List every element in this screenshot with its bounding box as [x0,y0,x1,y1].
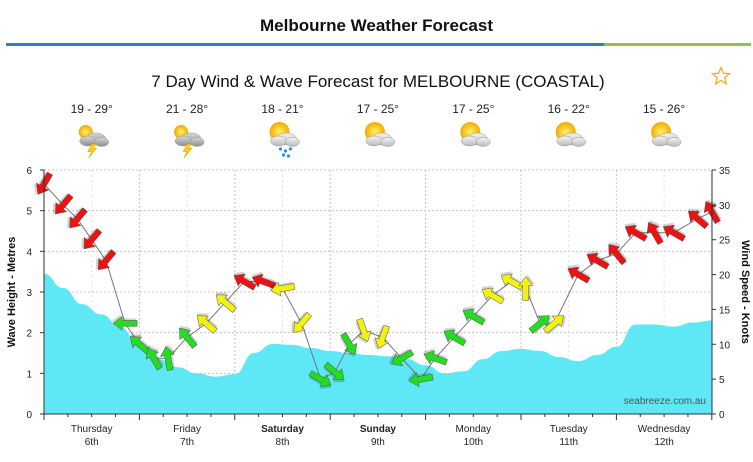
y2-tick-label: 10 [719,340,731,351]
wind-arrow [608,242,627,266]
page-header: Melbourne Weather Forecast [0,0,753,46]
date-label: 8th [276,437,290,448]
chart-title: 7 Day Wind & Wave Forecast for MELBOURNE… [151,72,604,91]
wind-arrow [481,285,505,305]
wind-arrow [95,249,117,271]
partly-cloudy-icon [460,122,491,147]
y-tick-label: 4 [26,247,32,258]
wind-arrow [662,222,686,242]
wind-arrow [52,193,74,215]
wind-arrow [291,311,312,333]
day-label: Wednesday [638,424,691,435]
wind-arrow [528,315,552,334]
y2-tick-label: 20 [719,271,731,282]
wind-arrow [196,313,218,334]
y-tick-label: 3 [26,288,32,299]
date-label: 10th [464,437,483,448]
y2-tick-label: 5 [719,375,725,386]
wind-arrow [355,317,372,344]
wind-arrow [687,208,709,230]
y2-tick-label: 35 [719,166,731,177]
temperature-range: 17 - 25° [452,102,494,116]
wind-arrow [462,306,486,326]
storm-icon [174,125,205,159]
wind-arrow [443,327,467,347]
wave-height-area [44,273,712,414]
y-axis-title-wind: Wind Speed - Knots [739,240,751,344]
date-label: 7th [180,437,194,448]
wind-arrow [179,325,198,349]
day-label: Sunday [360,424,397,435]
day-label: Friday [173,424,201,435]
temperature-range: 18 - 21° [261,102,303,116]
wind-arrow [33,171,53,195]
wind-wave-chart: 7 Day Wind & Wave Forecast for MELBOURNE… [6,72,751,448]
temperature-range: 16 - 22° [548,102,590,116]
storm-icon [78,125,109,159]
wind-arrow [251,271,277,289]
y2-tick-label: 30 [719,201,731,212]
partly-cloudy-icon [651,122,682,147]
wind-arrow [145,345,164,371]
page-title: Melbourne Weather Forecast [259,16,494,35]
wind-arrow [67,207,88,229]
grid [43,169,713,414]
header-rule-green [604,43,751,46]
y2-tick-label: 15 [719,305,731,316]
wind-arrow [372,324,390,350]
wind-arrow [567,264,591,284]
sun-cloud-rain-icon [269,122,300,158]
temperature-range: 15 - 26° [643,102,685,116]
wind-arrow [215,292,237,313]
wind-arrow [233,271,257,291]
date-label: 12th [654,437,673,448]
day-label: Tuesday [550,424,588,435]
wind-arrow [323,361,345,383]
wind-arrow [389,348,414,367]
wind-arrow [160,344,177,371]
temperature-range: 19 - 29° [71,102,113,116]
y-tick-label: 2 [26,329,32,340]
partly-cloudy-icon [364,122,396,147]
wind-arrow [586,250,610,270]
wind-arrow [407,371,434,388]
wind-arrow [646,220,665,245]
partly-cloudy-icon [555,122,586,147]
y2-tick-label: 25 [719,236,731,247]
temperature-range: 21 - 28° [166,102,208,116]
day-label: Monday [456,424,492,435]
date-label: 11th [559,437,578,448]
y-tick-label: 5 [26,207,32,218]
wind-arrow [624,222,648,242]
wind-arrow [542,315,567,334]
wind-arrow [308,370,332,390]
wind-arrow [111,314,138,331]
day-label: Saturday [261,424,304,435]
credit-label: seabreeze.com.au [624,396,706,407]
wind-arrow [518,275,535,301]
temperature-range: 17 - 25° [357,102,399,116]
y2-tick-label: 0 [719,410,725,421]
day-label: Thursday [71,424,113,435]
wind-arrow [339,332,358,357]
y-axis-title-wave: Wave Height - Metres [6,237,18,348]
wind-arrow [423,348,448,366]
date-label: 9th [371,437,385,448]
star-outline-icon[interactable] [711,66,731,86]
y-tick-label: 1 [26,369,32,380]
date-label: 6th [85,437,99,448]
header-rule-blue [6,43,604,46]
y-tick-label: 6 [26,166,32,177]
wind-arrow [268,280,296,297]
y-tick-label: 0 [26,410,32,421]
wind-arrow [81,228,103,250]
